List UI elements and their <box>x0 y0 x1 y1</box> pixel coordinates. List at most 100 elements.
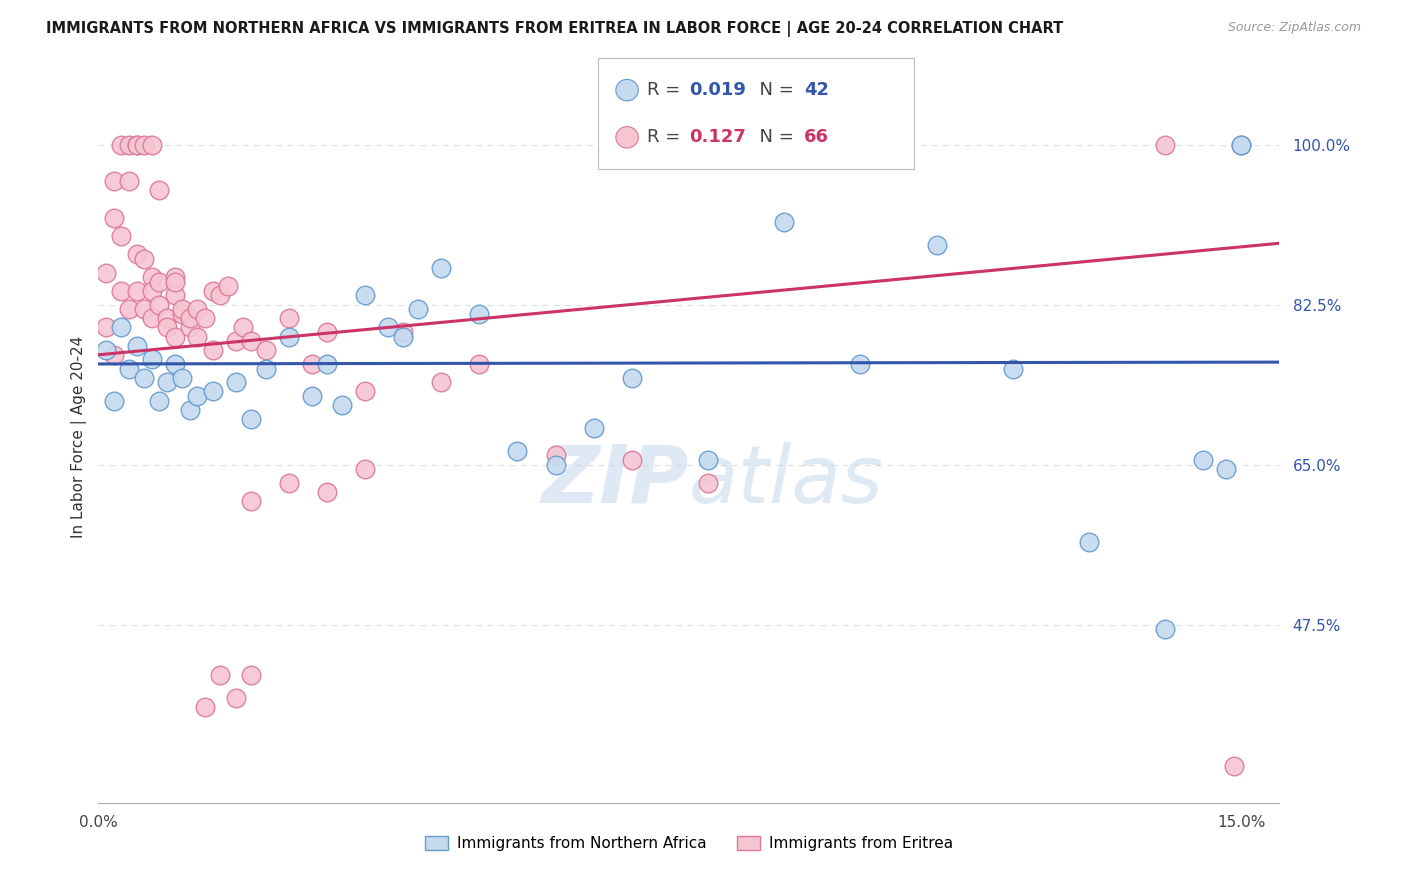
Point <box>1230 137 1253 152</box>
Point <box>156 311 179 326</box>
Point <box>163 357 186 371</box>
Text: 66: 66 <box>804 128 830 146</box>
Point <box>354 462 377 476</box>
Point <box>1154 137 1177 152</box>
Text: 42: 42 <box>804 81 830 99</box>
Point <box>94 320 117 334</box>
Legend: Immigrants from Northern Africa, Immigrants from Eritrea: Immigrants from Northern Africa, Immigra… <box>419 830 959 857</box>
Point <box>330 398 353 412</box>
Point <box>925 238 948 252</box>
Point <box>620 453 643 467</box>
Text: 0.127: 0.127 <box>689 128 745 146</box>
Text: ZIP: ZIP <box>541 442 689 520</box>
Point <box>468 357 491 371</box>
Point <box>156 376 179 390</box>
Point <box>430 260 453 275</box>
Text: R =: R = <box>647 81 686 99</box>
Point <box>1078 535 1101 549</box>
Point <box>141 352 163 367</box>
Point <box>254 361 277 376</box>
Point <box>103 348 125 362</box>
Point <box>125 137 148 152</box>
Point <box>430 376 453 390</box>
Point <box>186 389 208 403</box>
Point <box>103 211 125 225</box>
Point <box>392 329 415 343</box>
Text: N =: N = <box>748 81 800 99</box>
Point <box>125 137 148 152</box>
Point <box>94 266 117 280</box>
Point <box>620 370 643 384</box>
Point <box>544 458 567 472</box>
Point <box>697 453 720 467</box>
Point <box>468 307 491 321</box>
Point <box>103 393 125 408</box>
Point <box>408 301 430 317</box>
Point <box>316 485 339 500</box>
Point <box>277 329 299 343</box>
Point <box>301 357 323 371</box>
Point <box>118 137 141 152</box>
Point <box>118 361 141 376</box>
Point <box>110 137 132 152</box>
Point <box>239 412 262 426</box>
Point <box>225 334 247 348</box>
Point <box>1001 361 1024 376</box>
Point <box>179 311 201 326</box>
Point <box>201 384 224 399</box>
Point <box>186 301 208 317</box>
Point <box>225 376 247 390</box>
Point <box>1230 137 1253 152</box>
Point <box>209 667 232 681</box>
Point <box>201 284 224 298</box>
Point <box>110 320 132 334</box>
Point <box>301 389 323 403</box>
Point <box>163 288 186 302</box>
Point <box>118 174 141 188</box>
Point <box>163 329 186 343</box>
Point <box>141 270 163 285</box>
Text: Source: ZipAtlas.com: Source: ZipAtlas.com <box>1227 21 1361 34</box>
Text: atlas: atlas <box>689 442 884 520</box>
Point <box>134 252 156 266</box>
Point <box>392 325 415 339</box>
Point <box>194 699 217 714</box>
Point <box>1215 462 1237 476</box>
Point <box>163 275 186 289</box>
Point <box>148 275 170 289</box>
Point <box>697 475 720 490</box>
Point <box>201 343 224 358</box>
Text: IMMIGRANTS FROM NORTHERN AFRICA VS IMMIGRANTS FROM ERITREA IN LABOR FORCE | AGE : IMMIGRANTS FROM NORTHERN AFRICA VS IMMIG… <box>46 21 1064 37</box>
Point <box>239 667 262 681</box>
Point <box>773 215 796 229</box>
Point <box>172 307 194 321</box>
Point <box>110 284 132 298</box>
Point <box>316 357 339 371</box>
Point <box>172 370 194 384</box>
Point <box>134 370 156 384</box>
Point <box>125 284 148 298</box>
Point <box>1192 453 1215 467</box>
Y-axis label: In Labor Force | Age 20-24: In Labor Force | Age 20-24 <box>72 336 87 538</box>
Text: N =: N = <box>748 128 800 146</box>
Point <box>232 320 254 334</box>
Point <box>849 357 872 371</box>
Point <box>110 228 132 243</box>
Point <box>163 270 186 285</box>
Point <box>103 174 125 188</box>
Text: R =: R = <box>647 128 686 146</box>
Point <box>254 343 277 358</box>
Point <box>125 247 148 261</box>
Point <box>544 448 567 462</box>
Point <box>125 338 148 352</box>
Point <box>148 297 170 311</box>
Point <box>506 443 529 458</box>
Point <box>141 284 163 298</box>
Point <box>225 690 247 705</box>
Point <box>134 301 156 317</box>
Point <box>186 329 208 343</box>
Point <box>277 311 299 326</box>
Point <box>141 311 163 326</box>
Point <box>239 334 262 348</box>
Point <box>354 288 377 302</box>
